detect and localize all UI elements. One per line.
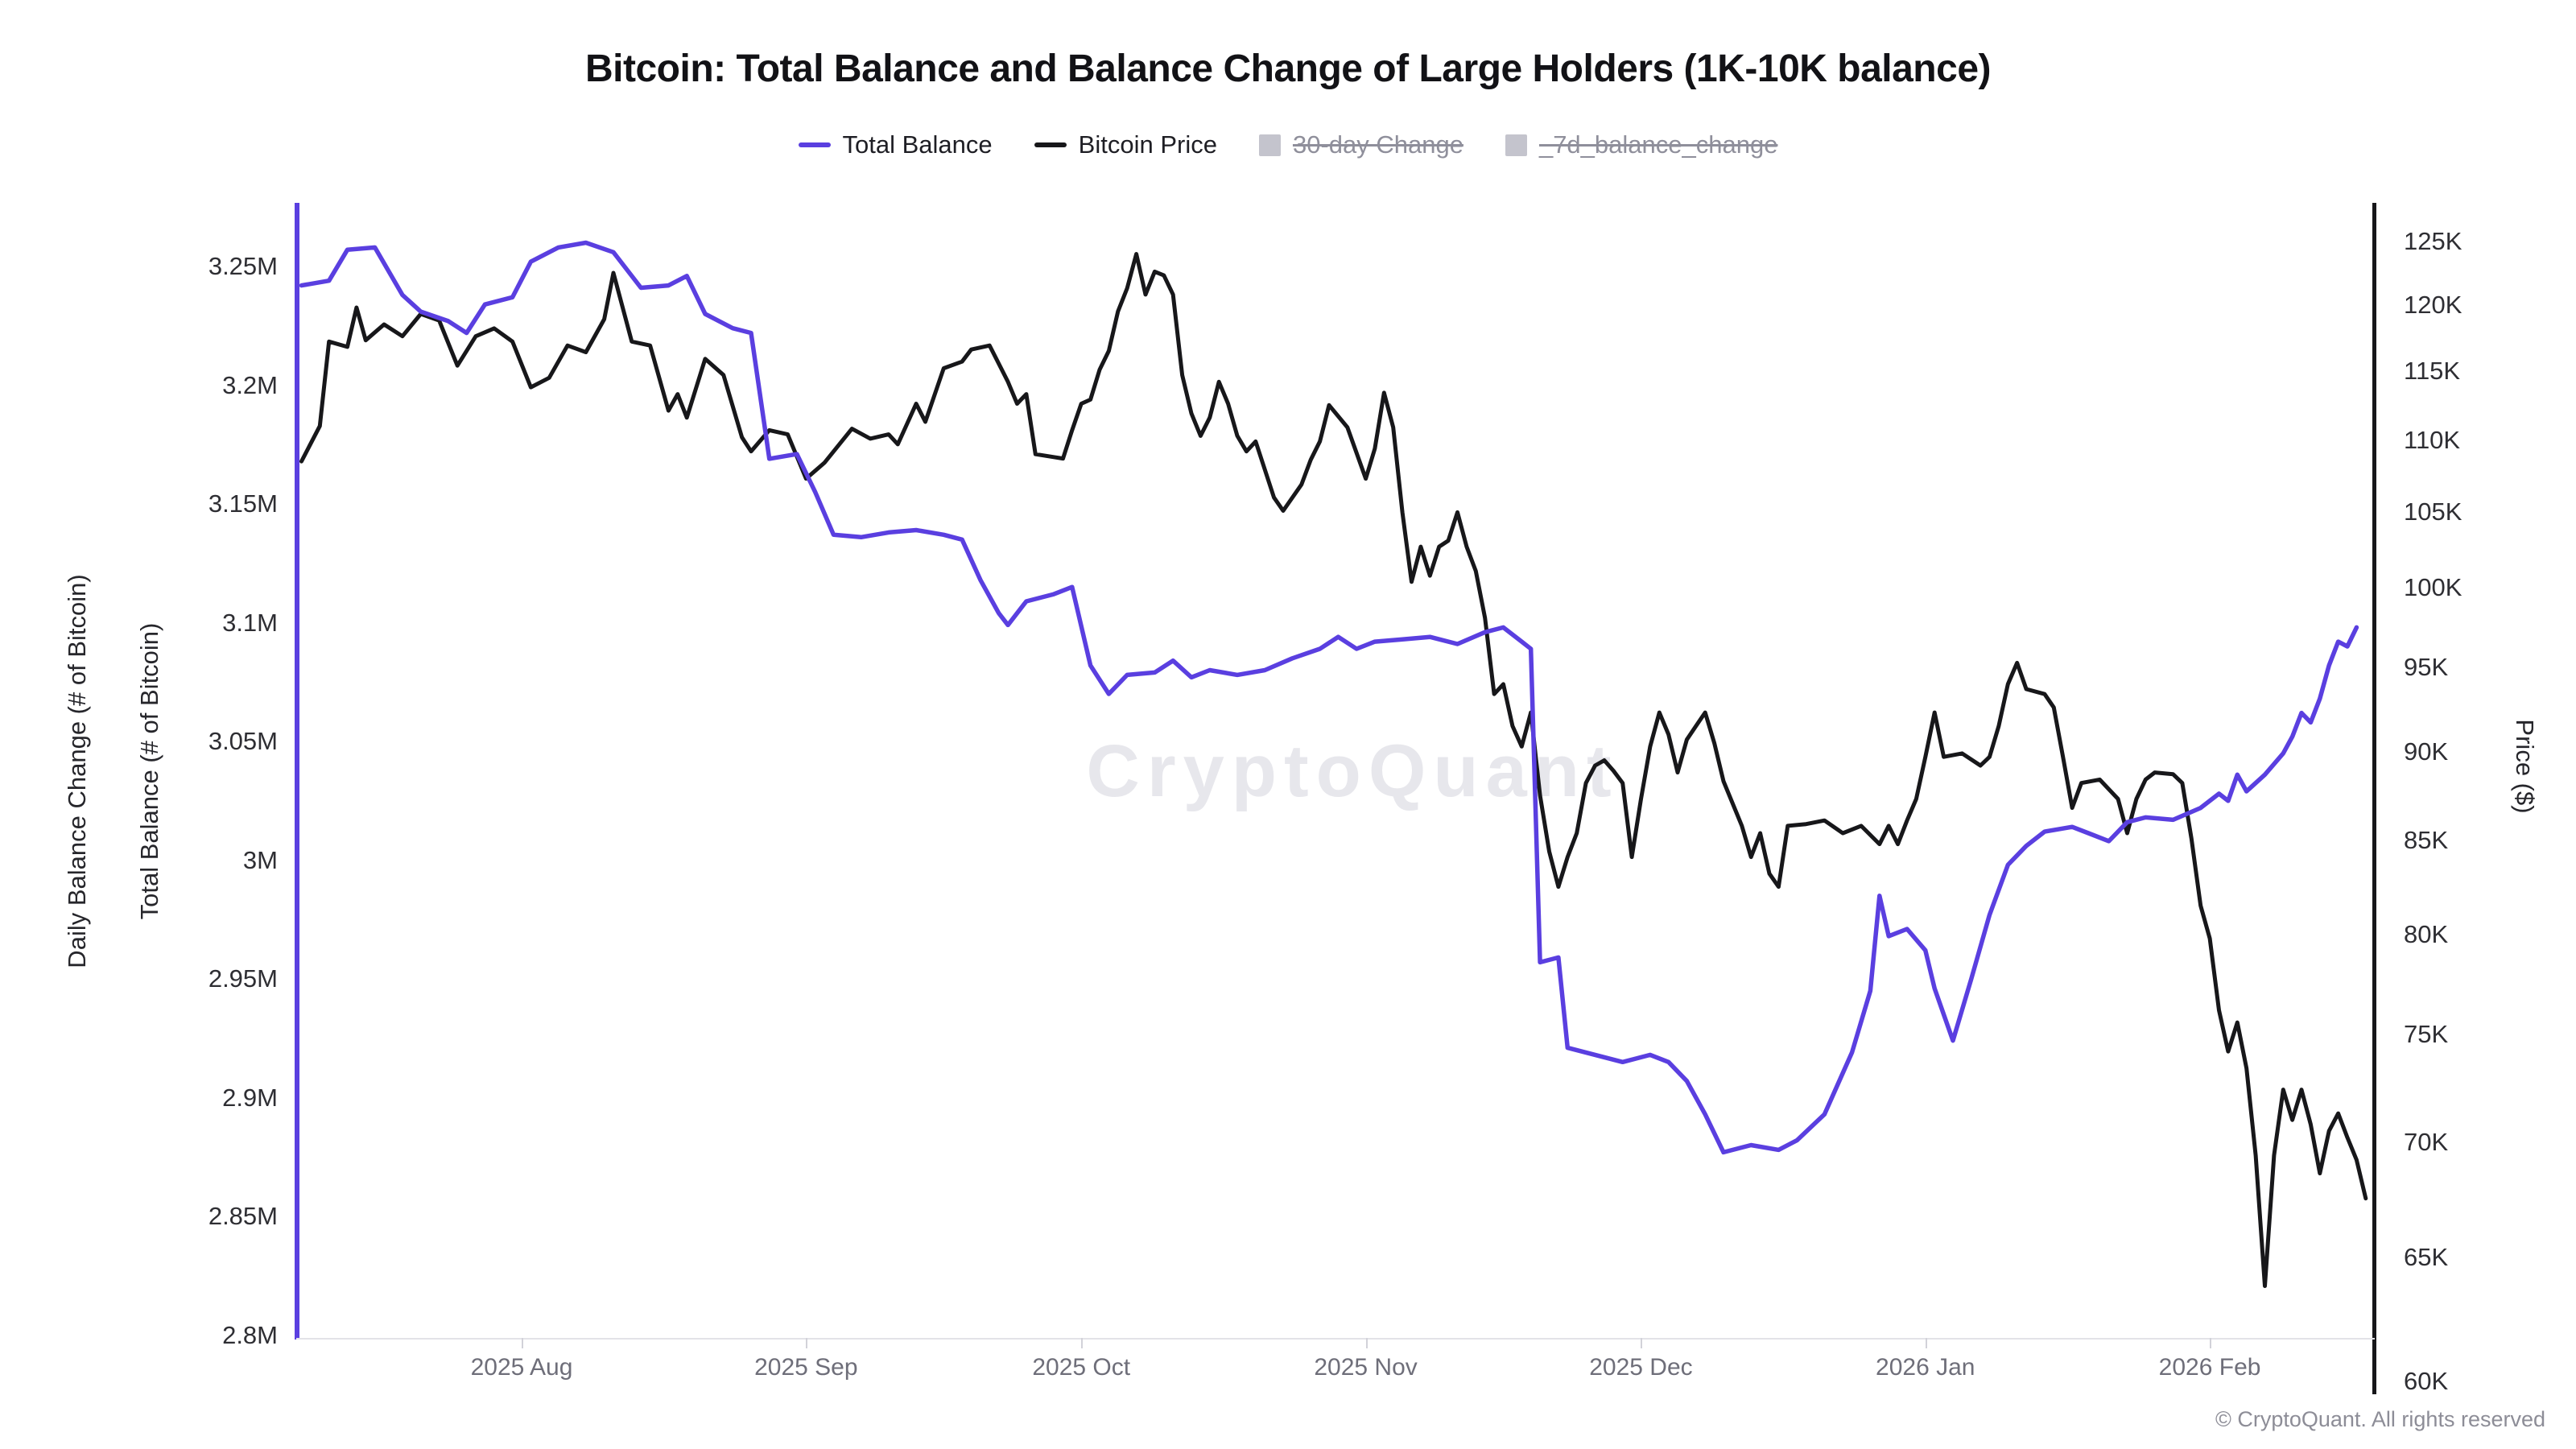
left-axis-outer-title: Daily Balance Change (# of Bitcoin) <box>63 574 91 968</box>
legend-item-total-balance[interactable]: Total Balance <box>798 130 993 159</box>
left-tick-3.25M: 3.25M <box>208 252 278 280</box>
legend-label: _7d_balance_change <box>1538 130 1778 159</box>
left-axis-inner-title: Total Balance (# of Bitcoin) <box>135 622 163 920</box>
legend-item-30-day-change[interactable]: 30-day Change <box>1258 130 1463 159</box>
left-tick-2.95M: 2.95M <box>208 964 278 993</box>
right-tick-80K: 80K <box>2404 919 2449 948</box>
legend-swatch <box>1505 134 1527 156</box>
right-tick-70K: 70K <box>2404 1127 2449 1156</box>
right-axis-spine <box>2372 203 2376 1394</box>
right-tick-115K: 115K <box>2404 356 2461 385</box>
right-tick-75K: 75K <box>2404 1020 2449 1049</box>
right-tick-95K: 95K <box>2404 653 2449 682</box>
x-tick-2026-jan: 2026 Jan <box>1876 1354 1975 1381</box>
legend-swatch <box>798 142 831 147</box>
chart-title: Bitcoin: Total Balance and Balance Chang… <box>585 47 1992 90</box>
x-tick-mark <box>806 1338 808 1348</box>
copyright-text: © CryptoQuant. All rights reserved <box>2215 1407 2545 1431</box>
total-balance-line <box>299 240 2359 1155</box>
legend-swatch <box>1258 134 1281 156</box>
x-tick-mark <box>1925 1338 1927 1348</box>
right-tick-120K: 120K <box>2404 290 2462 319</box>
right-tick-110K: 110K <box>2404 425 2461 454</box>
left-tick-2.85M: 2.85M <box>208 1202 278 1230</box>
x-tick-2025-aug: 2025 Aug <box>470 1354 573 1381</box>
bitcoin-price-line <box>299 252 2368 1288</box>
left-tick-3.2M: 3.2M <box>222 370 278 399</box>
left-tick-3.15M: 3.15M <box>208 489 278 518</box>
x-tick-mark <box>1081 1338 1084 1348</box>
plot-area[interactable] <box>296 201 2375 1401</box>
x-tick-2026-feb: 2026 Feb <box>2158 1354 2261 1381</box>
right-tick-65K: 65K <box>2404 1242 2449 1271</box>
legend-label: 30-day Change <box>1292 130 1463 159</box>
left-tick-3M: 3M <box>242 845 278 874</box>
legend-label: Bitcoin Price <box>1078 130 1217 159</box>
right-tick-105K: 105K <box>2404 497 2462 526</box>
x-tick-2025-dec: 2025 Dec <box>1589 1354 1693 1381</box>
left-tick-3.05M: 3.05M <box>208 727 278 755</box>
left-tick-3.1M: 3.1M <box>222 608 278 637</box>
x-tick-mark <box>2210 1338 2212 1348</box>
x-tick-mark <box>522 1338 524 1348</box>
legend-item-7d-balance-change[interactable]: _7d_balance_change <box>1505 130 1778 159</box>
legend-label: Total Balance <box>842 130 993 159</box>
x-tick-mark <box>1641 1338 1643 1348</box>
right-tick-125K: 125K <box>2404 227 2462 255</box>
x-tick-mark <box>1365 1338 1368 1348</box>
x-tick-2025-sep: 2025 Sep <box>754 1354 858 1381</box>
x-axis-line <box>296 1338 2375 1340</box>
right-tick-100K: 100K <box>2404 573 2462 602</box>
left-tick-2.9M: 2.9M <box>222 1083 278 1112</box>
right-axis-title: Price ($) <box>2511 719 2539 814</box>
right-tick-90K: 90K <box>2404 737 2449 766</box>
legend: Total Balance Bitcoin Price 30-day Change _… <box>0 130 2576 159</box>
x-tick-2025-oct: 2025 Oct <box>1032 1354 1131 1381</box>
right-tick-60K: 60K <box>2404 1366 2449 1395</box>
left-tick-2.8M: 2.8M <box>222 1320 278 1349</box>
left-axis-spine <box>295 203 299 1340</box>
right-tick-85K: 85K <box>2404 826 2449 855</box>
legend-item-bitcoin-price[interactable]: Bitcoin Price <box>1034 130 1217 159</box>
legend-swatch <box>1034 142 1067 147</box>
x-tick-2025-nov: 2025 Nov <box>1314 1354 1418 1381</box>
